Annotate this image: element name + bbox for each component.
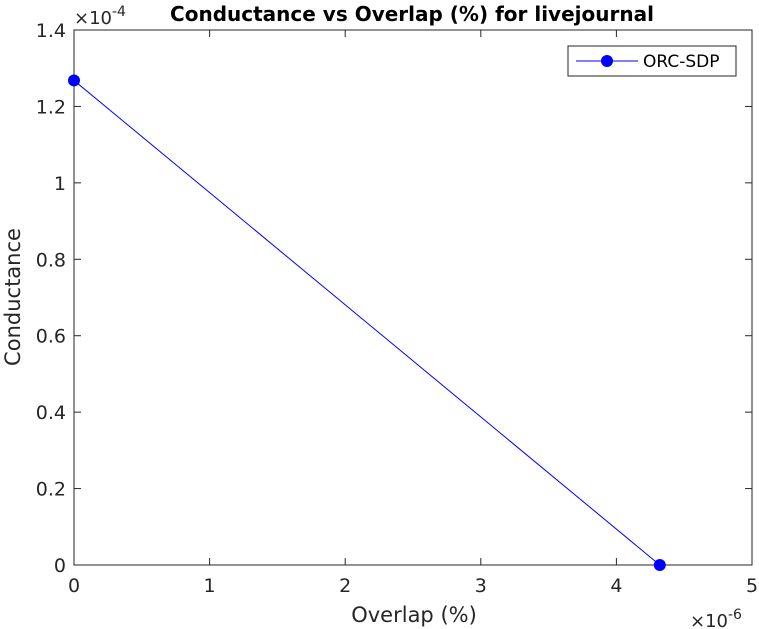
x-axis-title: Overlap (%) [351,603,477,627]
data-point [68,74,80,87]
x-tick-label: 3 [475,575,487,597]
x-tick-label: 1 [204,575,216,597]
y-tick-label: 0.2 [36,479,66,501]
y-axis-title: Conductance [1,228,25,366]
y-tick-label: 1.2 [36,96,66,118]
y-tick-label: 1.4 [36,20,66,42]
series-layer [68,74,666,571]
plot-area [73,29,753,566]
y-axis-ticks: 0 0.2 0.4 0.6 0.8 1 1.2 1.4 [36,20,752,577]
y-tick-label: 0.8 [36,249,66,271]
x-axis-ticks: 0 1 2 3 4 5 [68,30,758,597]
x-tick-label: 2 [339,575,351,597]
y-tick-label: 0.6 [36,326,66,348]
y-tick-label: 0 [54,555,66,577]
axes-box [73,29,753,566]
legend-entry-orc-sdp: ORC-SDP [643,52,719,72]
y-tick-label: 0.4 [36,402,66,424]
y-axis-multiplier: ×10-4 [74,4,126,29]
x-tick-label: 0 [68,575,80,597]
legend: ORC-SDP [567,45,737,77]
data-point [653,559,666,571]
chart-title: Conductance vs Overlap (%) for livejourn… [170,2,654,26]
x-axis-multiplier: ×10-6 [690,607,742,629]
x-tick-label: 5 [746,575,758,597]
y-tick-label: 1 [54,173,66,195]
legend-marker [601,55,613,67]
x-tick-label: 4 [610,575,622,597]
series-line-orc-sdp [73,80,661,566]
